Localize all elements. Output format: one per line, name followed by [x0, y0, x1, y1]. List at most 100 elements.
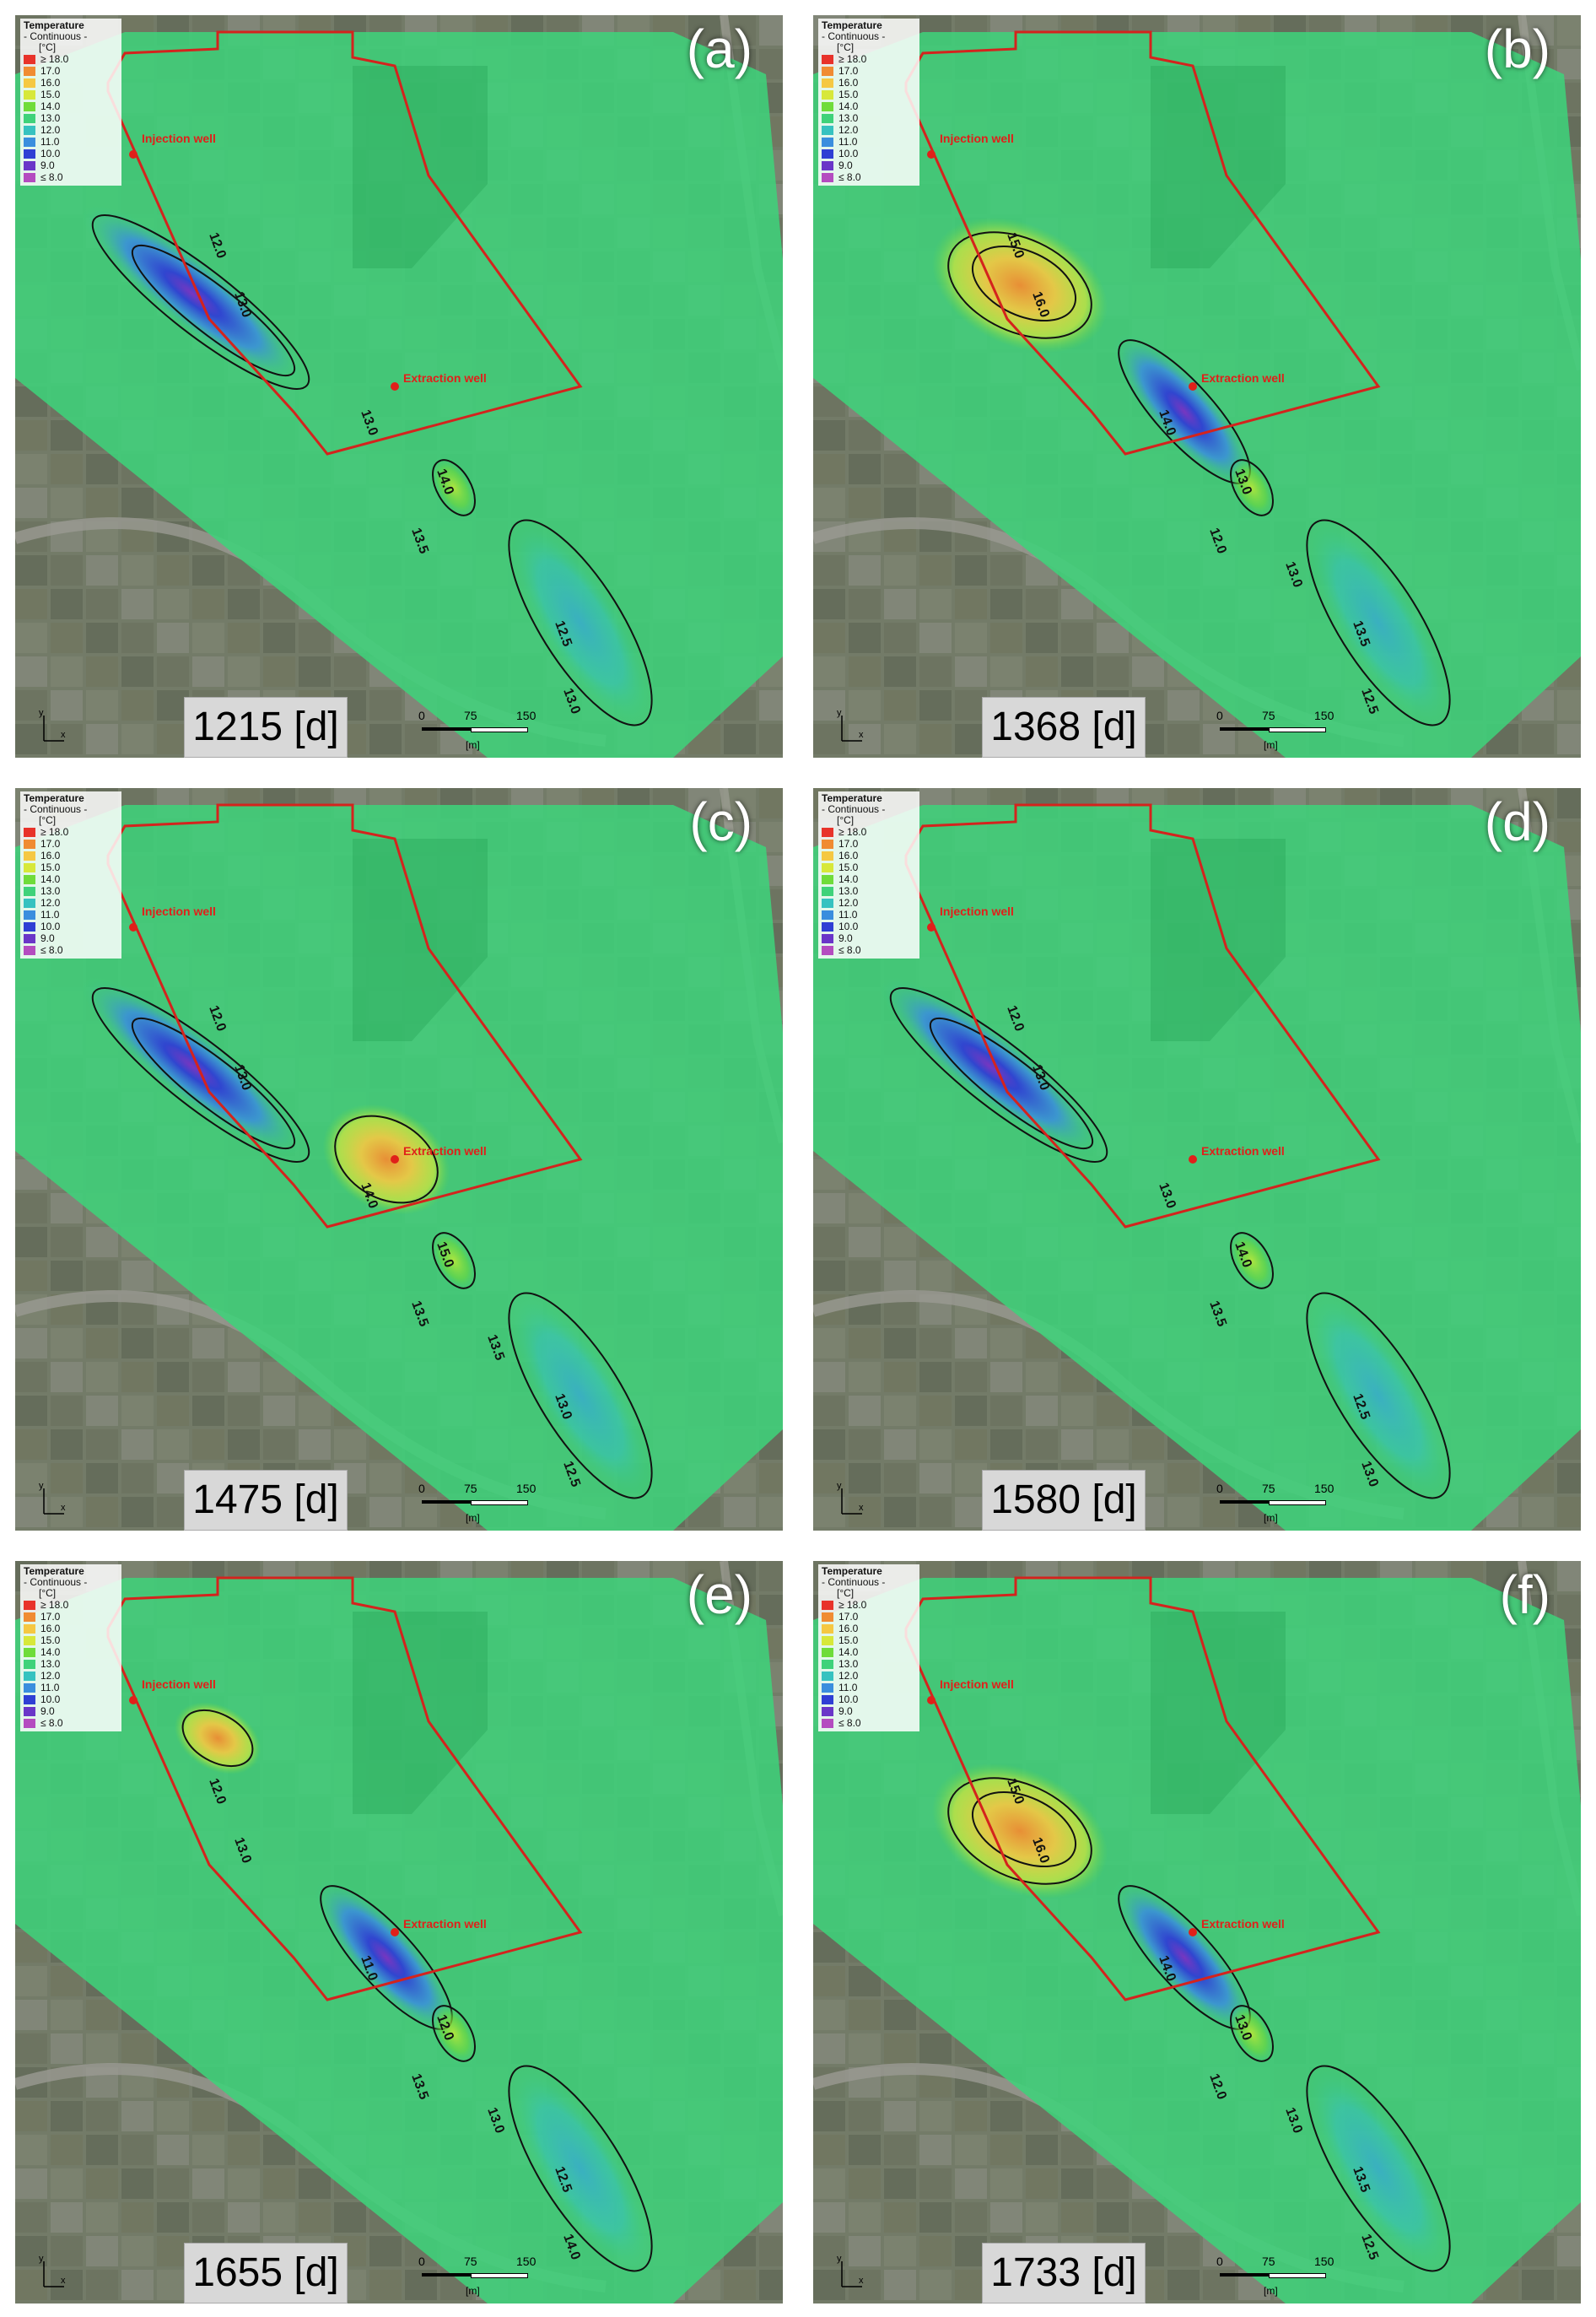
legend-swatch — [822, 910, 833, 920]
legend-item: 12.0 — [822, 1670, 916, 1682]
legend-item-label: 14.0 — [40, 1645, 61, 1658]
legend-unit: [°C] — [39, 41, 57, 53]
legend-swatch — [822, 1647, 833, 1657]
legend-swatch — [822, 54, 833, 64]
scale-bar: 0 75 150 [m] — [1215, 2255, 1367, 2298]
map-panel: 13.0 12.0 11.0 12.0 13.5 14.0 12.5 13.0 Injectio… — [15, 1561, 783, 2303]
legend-swatch — [24, 1647, 35, 1657]
legend-item: 13.0 — [822, 1658, 916, 1670]
legend-item-label: 10.0 — [838, 920, 859, 932]
scale-segment — [1220, 2273, 1269, 2276]
legend-item-label: 12.0 — [40, 1669, 61, 1682]
legend-item: 12.0 — [24, 897, 118, 909]
extraction-well-label: Extraction well — [1201, 371, 1285, 385]
legend-swatch — [822, 1659, 833, 1669]
temperature-legend: Temperature - Continuous - [°C] ≥ 18.0 17.0 1… — [818, 791, 919, 959]
legend-swatch — [24, 945, 35, 955]
legend-item-label: ≤ 8.0 — [40, 170, 63, 183]
map-panel: 16.0 15.0 14.0 13.0 12.0 12.5 13.5 13.0 Injectio… — [813, 15, 1581, 758]
legend-item: ≤ 8.0 — [24, 171, 118, 183]
cold-plume — [878, 976, 1103, 1157]
legend-item: 10.0 — [822, 921, 916, 932]
legend-item-label: 16.0 — [838, 849, 859, 861]
scale-unit: [m] — [1264, 1512, 1278, 1524]
scale-bar: 0 75 150 [m] — [417, 709, 569, 753]
legend-swatch — [24, 1623, 35, 1634]
scale-segment — [1269, 1500, 1326, 1505]
extraction-well-marker — [1189, 382, 1197, 391]
legend-item-label: 9.0 — [838, 932, 853, 944]
extraction-well-label: Extraction well — [1201, 1144, 1285, 1158]
legend-item-label: 11.0 — [838, 1681, 858, 1693]
legend-item-label: 12.0 — [838, 123, 859, 136]
legend-unit: [°C] — [837, 814, 855, 826]
legend-swatch — [822, 933, 833, 943]
legend-swatch — [822, 89, 833, 100]
injection-well-label: Injection well — [940, 132, 1014, 145]
legend-item: 12.0 — [24, 124, 118, 136]
svg-text:y: y — [39, 708, 44, 718]
legend-item: 16.0 — [24, 850, 118, 861]
legend-item: 16.0 — [822, 1623, 916, 1634]
property-boundary — [904, 803, 1381, 1229]
legend-item-label: 13.0 — [40, 111, 61, 124]
map-panel: 16.0 15.0 14.0 13.0 12.0 12.5 13.5 13.0 Injectio… — [813, 1561, 1581, 2303]
legend-item-label: 16.0 — [40, 76, 61, 89]
legend-item-label: 11.0 — [40, 1681, 60, 1693]
temperature-legend: Temperature - Continuous - [°C] ≥ 18.0 17.0 1… — [20, 19, 121, 186]
legend-swatch — [24, 1706, 35, 1716]
legend-swatch — [24, 89, 35, 100]
legend-item: 9.0 — [24, 1705, 118, 1717]
map-panel: 13.0 12.0 13.0 14.0 13.5 13.0 12.5 Injection we… — [15, 15, 783, 758]
legend-item-label: 15.0 — [40, 861, 61, 873]
scale-bar: 0 75 150 [m] — [417, 1482, 569, 1526]
legend-item-label: 15.0 — [838, 88, 859, 100]
legend-title: Temperature — [822, 19, 882, 31]
scale-segment — [1269, 727, 1326, 732]
panel-label: (f) — [1499, 1564, 1550, 1625]
legend-swatch — [24, 101, 35, 111]
legend-item: 15.0 — [24, 1634, 118, 1646]
scale-tick-label: 0 — [1216, 709, 1223, 722]
legend-unit: [°C] — [39, 1587, 57, 1599]
legend-item-label: 17.0 — [838, 837, 859, 850]
legend-title: Temperature — [24, 1565, 84, 1577]
legend-swatch — [24, 851, 35, 861]
svg-text:x: x — [61, 730, 66, 740]
cold-plume-extraction — [1112, 1879, 1257, 2036]
legend-swatch — [822, 945, 833, 955]
temperature-map: 16.015.014.013.012.012.513.513.0 — [813, 15, 1581, 758]
legend-item: ≤ 8.0 — [822, 944, 916, 956]
legend-item-label: 16.0 — [40, 849, 61, 861]
legend-swatch — [822, 827, 833, 837]
time-step-label: 1580 [d] — [982, 1470, 1146, 1531]
injection-well-label: Injection well — [142, 132, 216, 145]
legend-unit: [°C] — [39, 814, 57, 826]
legend-item-label: 10.0 — [40, 1693, 61, 1705]
legend-swatch — [822, 1612, 833, 1622]
injection-well-label: Injection well — [940, 905, 1014, 918]
legend-swatch — [24, 910, 35, 920]
scale-tick-label: 0 — [418, 1482, 425, 1495]
time-step-label: 1475 [d] — [184, 1470, 348, 1531]
scale-bar: 0 75 150 [m] — [1215, 1482, 1367, 1526]
legend-item: 9.0 — [24, 159, 118, 171]
legend-item-label: 16.0 — [838, 1622, 859, 1634]
legend-swatch — [24, 160, 35, 170]
legend-item-label: 10.0 — [838, 147, 859, 159]
legend-item-label: 9.0 — [838, 1704, 853, 1717]
legend-item: ≥ 18.0 — [822, 1599, 916, 1611]
legend-title: Temperature — [24, 792, 84, 804]
svg-text:y: y — [837, 708, 842, 718]
legend-item: 10.0 — [822, 1693, 916, 1705]
temperature-legend: Temperature - Continuous - [°C] ≥ 18.0 17.0 1… — [20, 1564, 121, 1731]
scale-unit: [m] — [466, 739, 480, 751]
legend-item-label: 15.0 — [40, 88, 61, 100]
scale-unit: [m] — [1264, 739, 1278, 751]
legend-item: 12.0 — [822, 124, 916, 136]
legend-item: 10.0 — [822, 148, 916, 159]
legend-item: 14.0 — [24, 873, 118, 885]
